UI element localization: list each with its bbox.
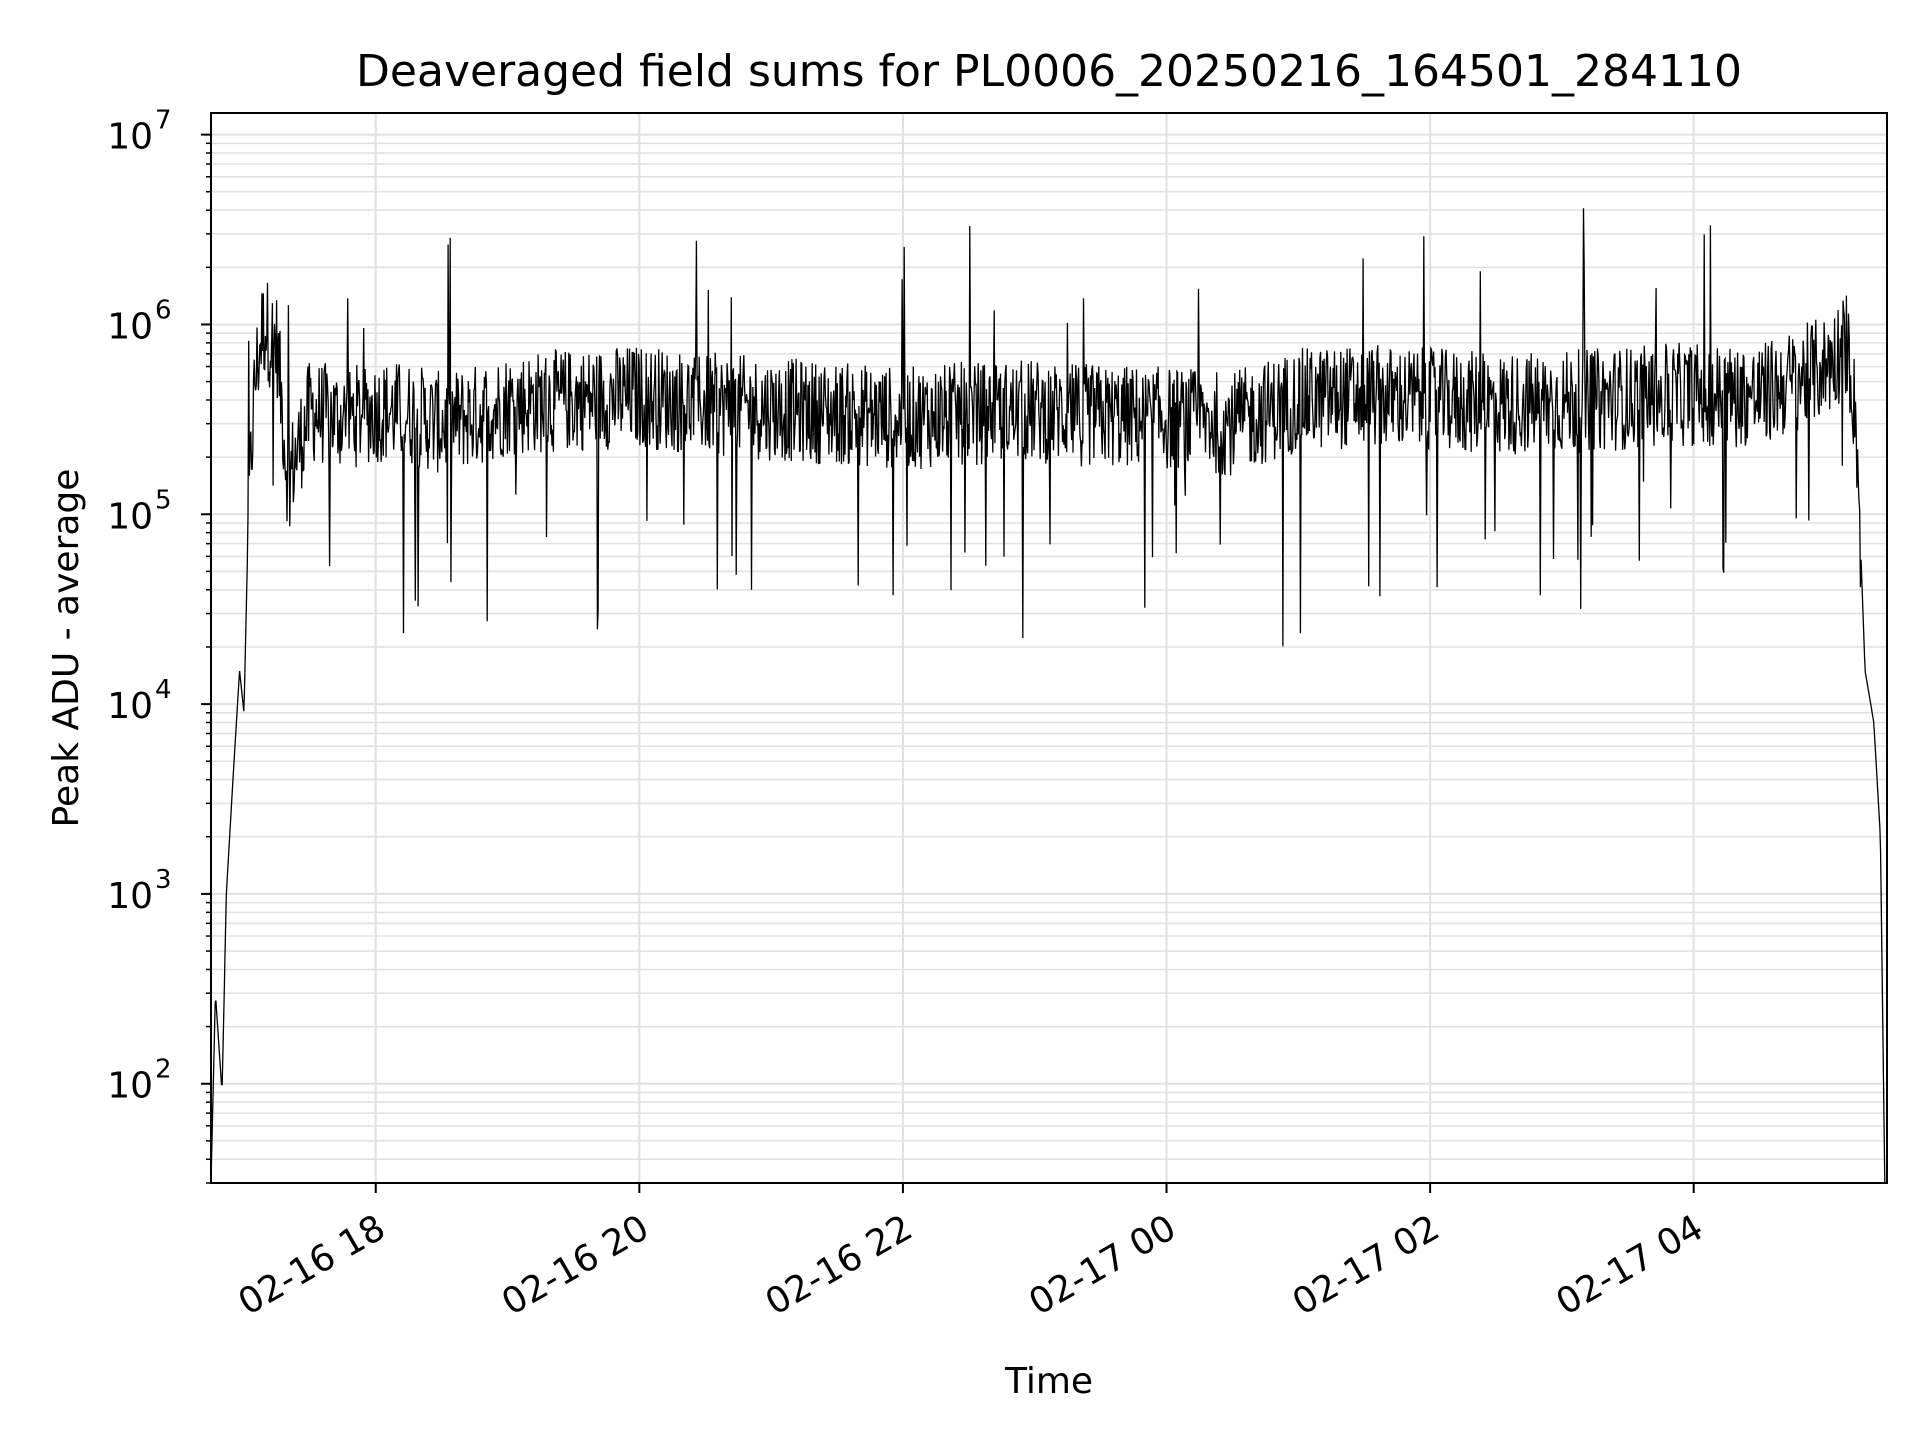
y-tick-exponent: 4 [155,675,172,705]
y-tick-label: 10 [107,496,153,537]
plot-area [210,208,1886,1184]
y-tick-exponent: 6 [155,295,172,325]
y-tick-label: 10 [107,306,153,347]
y-axis-label: Peak ADU - average [46,469,87,828]
axes-frame [210,112,1888,1184]
y-tick-label: 10 [107,876,153,917]
series-line [210,208,1886,1184]
y-tick-label: 10 [107,117,153,158]
y-tick-exponent: 3 [155,865,172,895]
y-tick-label: 10 [107,686,153,727]
y-tick-label: 10 [107,1066,153,1107]
y-tick-exponent: 5 [155,485,172,515]
chart-title: Deaveraged field sums for PL0006_2025021… [356,46,1742,97]
x-axis-label: Time [1004,1361,1093,1402]
y-tick-exponent: 7 [155,106,172,136]
y-tick-exponent: 2 [155,1055,172,1085]
